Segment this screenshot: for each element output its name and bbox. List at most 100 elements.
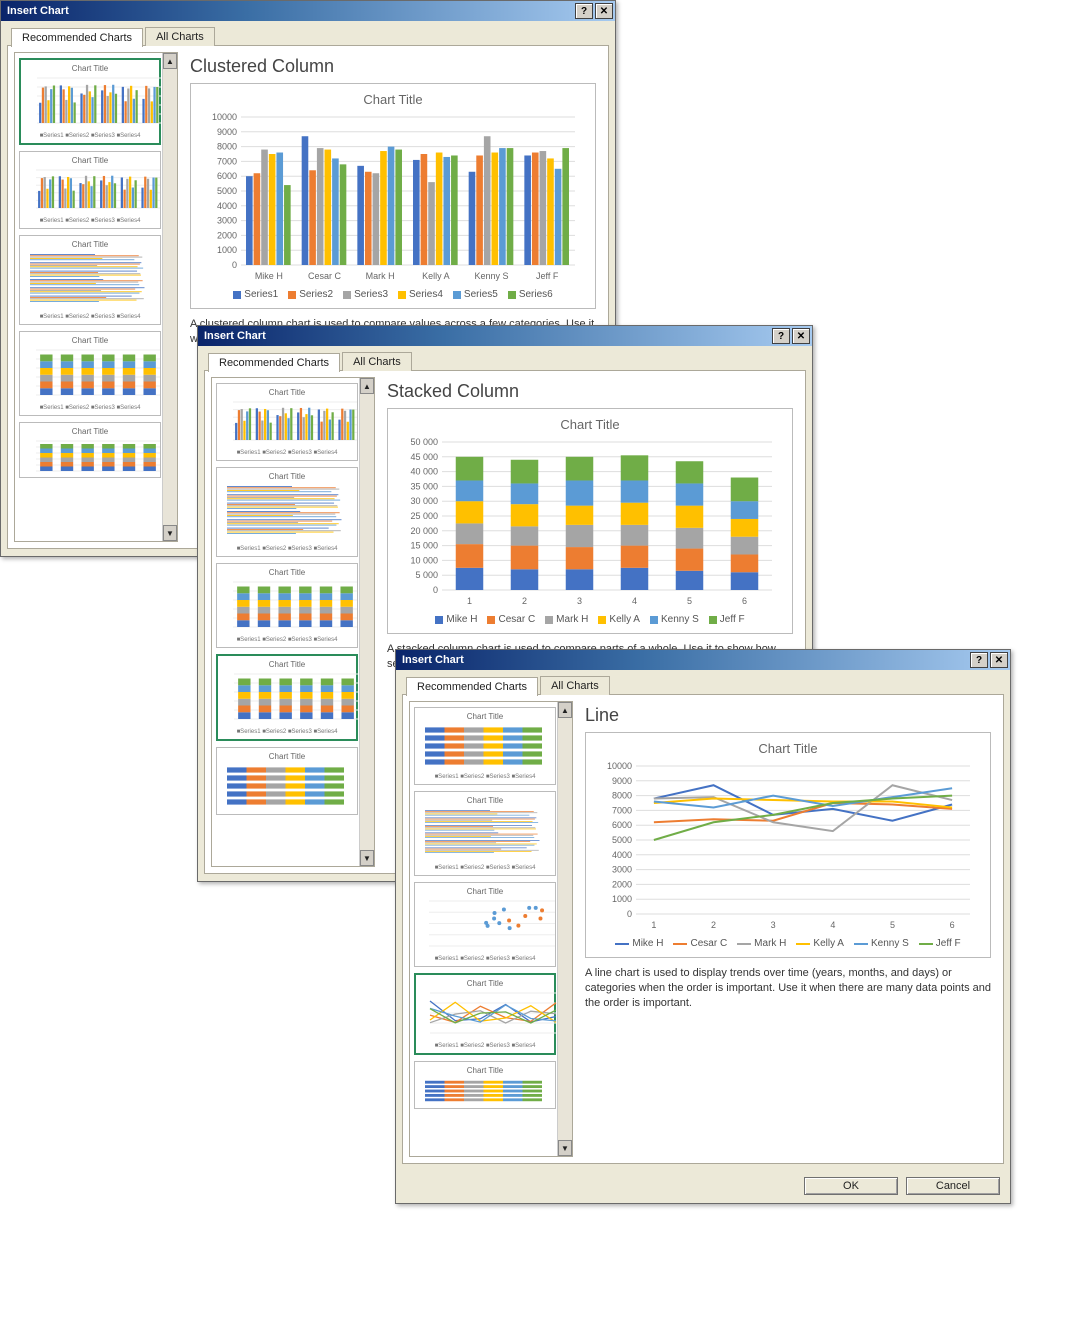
svg-text:10000: 10000	[607, 762, 632, 771]
svg-text:6: 6	[742, 596, 747, 606]
preview-heading-1: Clustered Column	[190, 56, 596, 77]
svg-text:40 000: 40 000	[410, 467, 438, 477]
svg-text:10000: 10000	[212, 113, 237, 122]
legend-1: Series1Series2Series3Series4Series5Serie…	[203, 289, 583, 300]
chart-title: Chart Title	[203, 92, 583, 107]
svg-text:7000: 7000	[612, 805, 632, 815]
svg-text:1000: 1000	[612, 894, 632, 904]
scrollbar[interactable]: ▲ ▼	[557, 702, 572, 1156]
help-button[interactable]: ?	[575, 3, 593, 19]
svg-text:50 000: 50 000	[410, 438, 438, 447]
svg-text:3: 3	[577, 596, 582, 606]
thumb-stacked-bar-b[interactable]: Chart Title	[414, 1061, 556, 1109]
thumb-stacked-bar-a[interactable]: Chart Title■Series1 ■Series2 ■Series3 ■S…	[414, 707, 556, 785]
dialog-title: Insert Chart	[402, 654, 464, 666]
svg-text:Cesar C: Cesar C	[308, 271, 342, 281]
chart-title: Chart Title	[400, 417, 780, 432]
thumb-stacked-column-b[interactable]: Chart Title■Series1 ■Series2 ■Series3 ■S…	[216, 654, 358, 741]
close-button[interactable]: ✕	[595, 3, 613, 19]
svg-text:1: 1	[467, 596, 472, 606]
svg-text:2: 2	[711, 920, 716, 930]
svg-text:1: 1	[651, 920, 656, 930]
thumb-stacked-column[interactable]: Chart Title■Series1 ■Series2 ■Series3 ■S…	[19, 331, 161, 416]
legend-2: Mike HCesar CMark HKelly AKenny SJeff F	[400, 614, 780, 625]
svg-text:Mark H: Mark H	[366, 271, 395, 281]
help-button[interactable]: ?	[970, 652, 988, 668]
thumb-list-1[interactable]: ▲ ▼ Chart Title■Series1 ■Series2 ■Series…	[14, 52, 178, 542]
svg-text:5000: 5000	[217, 186, 237, 196]
svg-text:2: 2	[522, 596, 527, 606]
scroll-up-icon[interactable]: ▲	[558, 702, 572, 718]
svg-text:6000: 6000	[217, 171, 237, 181]
svg-text:30 000: 30 000	[410, 496, 438, 506]
thumb-scatter[interactable]: Chart Title■Series1 ■Series2 ■Series3 ■S…	[414, 882, 556, 967]
svg-text:4: 4	[632, 596, 637, 606]
thumb-list-2[interactable]: ▲ ▼ Chart Title■Series1 ■Series2 ■Series…	[211, 377, 375, 867]
tab-recommended[interactable]: Recommended Charts	[208, 353, 340, 372]
chart-title: Chart Title	[598, 741, 978, 756]
svg-text:2000: 2000	[217, 230, 237, 240]
scroll-down-icon[interactable]: ▼	[558, 1140, 572, 1156]
thumb-clustered-column[interactable]: Chart Title■Series1 ■Series2 ■Series3 ■S…	[19, 58, 161, 145]
titlebar-1[interactable]: Insert Chart ? ✕	[1, 1, 615, 21]
svg-text:3: 3	[771, 920, 776, 930]
svg-text:5000: 5000	[612, 835, 632, 845]
scroll-down-icon[interactable]: ▼	[360, 850, 374, 866]
svg-text:4000: 4000	[217, 201, 237, 211]
svg-text:9000: 9000	[612, 776, 632, 786]
svg-text:7000: 7000	[217, 156, 237, 166]
svg-text:45 000: 45 000	[410, 452, 438, 462]
thumb-clustered-bar[interactable]: Chart Title■Series1 ■Series2 ■Series3 ■S…	[216, 467, 358, 557]
thumb-list-3[interactable]: ▲ ▼ Chart Title■Series1 ■Series2 ■Series…	[409, 701, 573, 1157]
thumb-clustered-column[interactable]: Chart Title■Series1 ■Series2 ■Series3 ■S…	[216, 383, 358, 461]
preview-chart-1: Chart Title 0100020003000400050006000700…	[190, 83, 596, 309]
thumb-line[interactable]: Chart Title■Series1 ■Series2 ■Series3 ■S…	[414, 973, 556, 1055]
svg-text:Kelly A: Kelly A	[422, 271, 450, 281]
svg-text:35 000: 35 000	[410, 481, 438, 491]
chart-desc-3: A line chart is used to display trends o…	[585, 966, 991, 1011]
scrollbar[interactable]: ▲ ▼	[162, 53, 177, 541]
help-button[interactable]: ?	[772, 328, 790, 344]
titlebar-2[interactable]: Insert Chart ? ✕	[198, 326, 812, 346]
svg-text:4000: 4000	[612, 850, 632, 860]
tab-all[interactable]: All Charts	[540, 676, 610, 695]
svg-text:6: 6	[950, 920, 955, 930]
svg-text:5: 5	[687, 596, 692, 606]
svg-text:2000: 2000	[612, 879, 632, 889]
thumb-clustered-bar[interactable]: Chart Title■Series1 ■Series2 ■Series3 ■S…	[19, 235, 161, 325]
thumb-stacked-column-a[interactable]: Chart Title■Series1 ■Series2 ■Series3 ■S…	[216, 563, 358, 648]
svg-text:Jeff F: Jeff F	[536, 271, 559, 281]
tab-all[interactable]: All Charts	[342, 352, 412, 371]
svg-text:15 000: 15 000	[410, 541, 438, 551]
cancel-button[interactable]: Cancel	[906, 1177, 1000, 1195]
preview-heading-3: Line	[585, 705, 991, 726]
tab-recommended[interactable]: Recommended Charts	[11, 28, 143, 47]
preview-chart-3: Chart Title 0100020003000400050006000700…	[585, 732, 991, 958]
svg-text:9000: 9000	[217, 127, 237, 137]
svg-text:0: 0	[433, 585, 438, 595]
scroll-up-icon[interactable]: ▲	[163, 53, 177, 69]
tab-recommended[interactable]: Recommended Charts	[406, 677, 538, 696]
preview-chart-2: Chart Title 05 00010 00015 00020 00025 0…	[387, 408, 793, 634]
svg-text:1000: 1000	[217, 245, 237, 255]
scrollbar[interactable]: ▲ ▼	[359, 378, 374, 866]
thumb-stacked-bar[interactable]: Chart Title	[216, 747, 358, 815]
tab-all[interactable]: All Charts	[145, 27, 215, 46]
svg-text:3000: 3000	[217, 216, 237, 226]
legend-3: Mike HCesar CMark HKelly AKenny SJeff F	[598, 938, 978, 949]
svg-text:Kenny S: Kenny S	[474, 271, 508, 281]
thumb-clustered-column-alt[interactable]: Chart Title■Series1 ■Series2 ■Series3 ■S…	[19, 151, 161, 229]
svg-text:25 000: 25 000	[410, 511, 438, 521]
svg-text:6000: 6000	[612, 820, 632, 830]
ok-button[interactable]: OK	[804, 1177, 898, 1195]
titlebar-3[interactable]: Insert Chart ? ✕	[396, 650, 1010, 670]
scroll-up-icon[interactable]: ▲	[360, 378, 374, 394]
svg-text:8000: 8000	[612, 791, 632, 801]
close-button[interactable]: ✕	[792, 328, 810, 344]
dialog-title: Insert Chart	[7, 5, 69, 17]
thumb-clustered-bar[interactable]: Chart Title■Series1 ■Series2 ■Series3 ■S…	[414, 791, 556, 876]
svg-text:4: 4	[830, 920, 835, 930]
thumb-stacked-column-2[interactable]: Chart Title	[19, 422, 161, 478]
scroll-down-icon[interactable]: ▼	[163, 525, 177, 541]
close-button[interactable]: ✕	[990, 652, 1008, 668]
